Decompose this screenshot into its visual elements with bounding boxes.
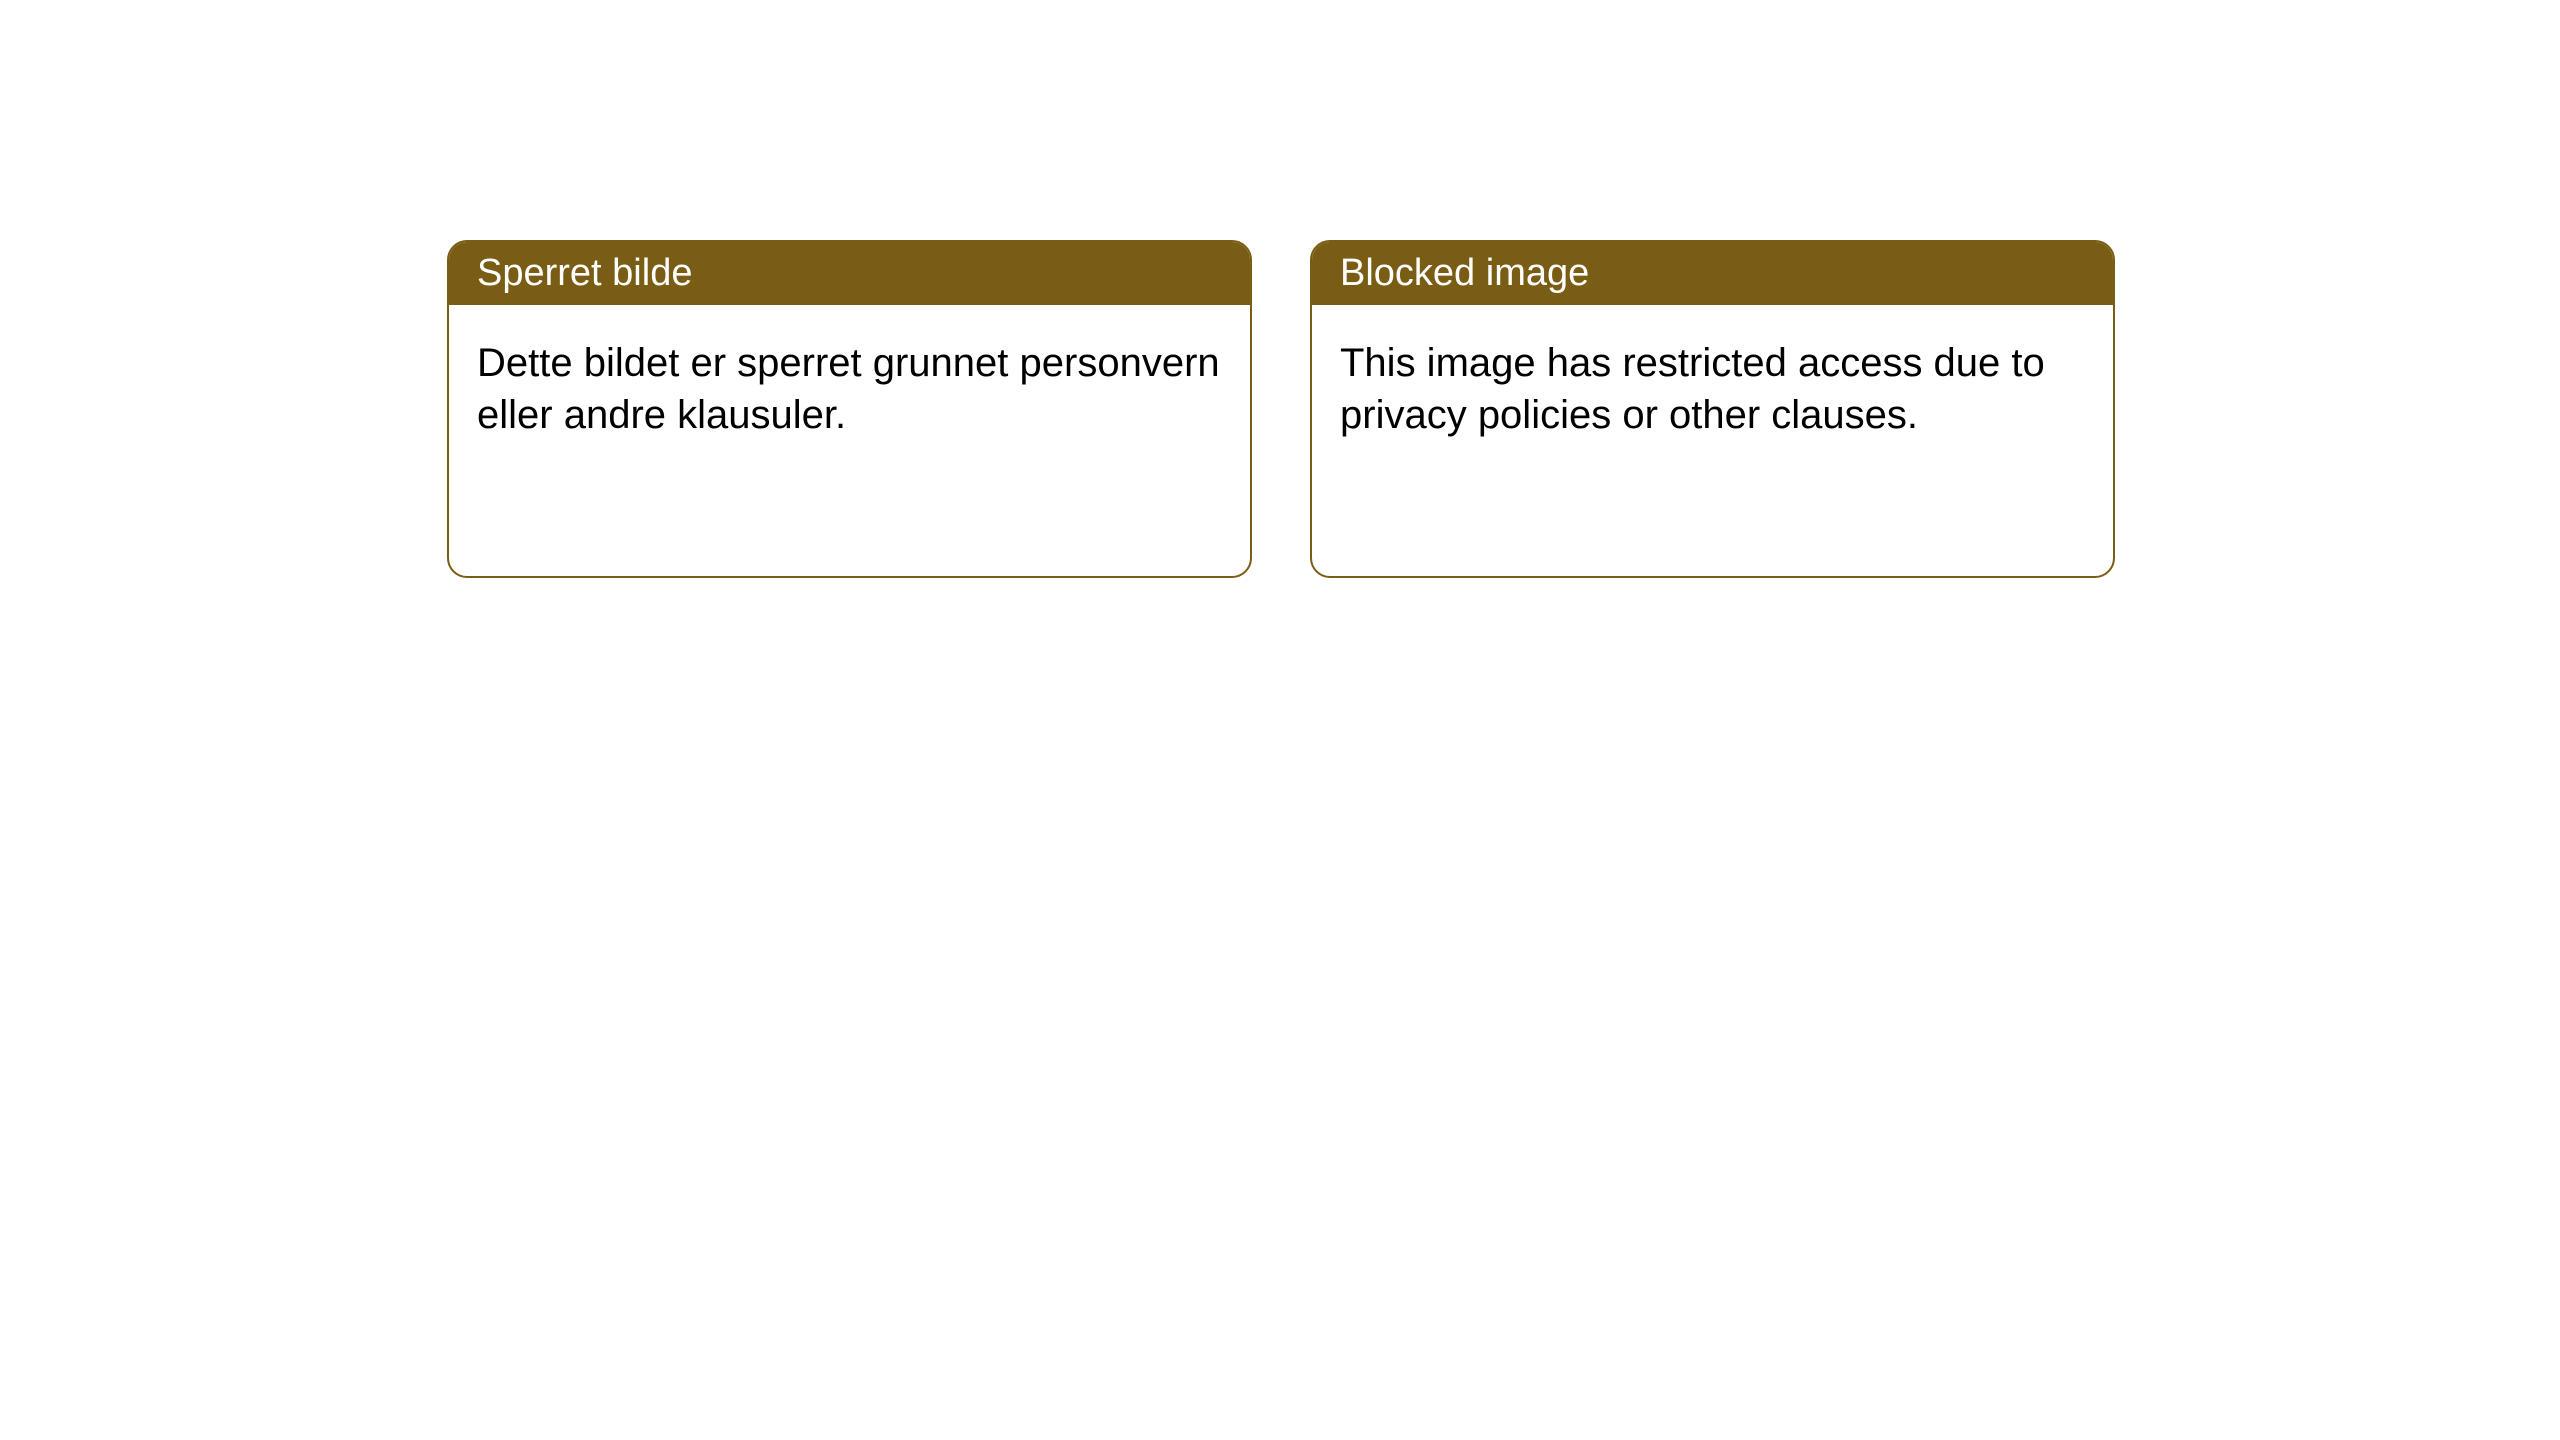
card-body-norwegian: Dette bildet er sperret grunnet personve…	[449, 305, 1250, 473]
card-message-english: This image has restricted access due to …	[1340, 341, 2045, 437]
card-header-english: Blocked image	[1312, 242, 2113, 305]
card-header-norwegian: Sperret bilde	[449, 242, 1250, 305]
blocked-image-card-english: Blocked image This image has restricted …	[1310, 240, 2115, 578]
cards-container: Sperret bilde Dette bildet er sperret gr…	[447, 240, 2115, 578]
card-message-norwegian: Dette bildet er sperret grunnet personve…	[477, 341, 1220, 437]
card-body-english: This image has restricted access due to …	[1312, 305, 2113, 473]
card-title-norwegian: Sperret bilde	[477, 252, 692, 294]
blocked-image-card-norwegian: Sperret bilde Dette bildet er sperret gr…	[447, 240, 1252, 578]
card-title-english: Blocked image	[1340, 252, 1589, 294]
